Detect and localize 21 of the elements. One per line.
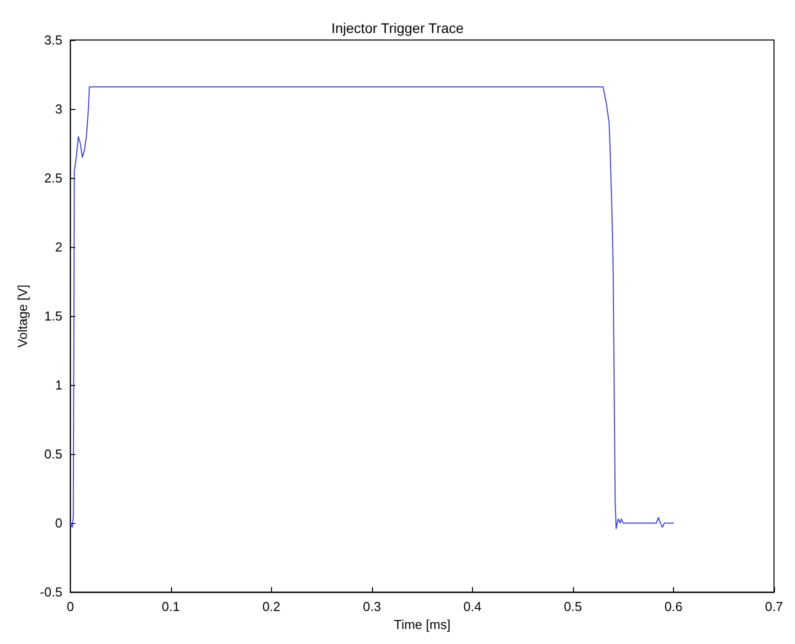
y-tick-label: 3 (55, 102, 62, 117)
x-axis-title: Time [ms] (394, 617, 450, 632)
line-series (70, 86, 674, 530)
x-tick-label: 0.5 (564, 599, 582, 614)
x-tick-label: 0.3 (362, 599, 381, 614)
y-tick-label: 0 (55, 516, 62, 531)
x-tick-label: 0 (66, 599, 74, 614)
x-tick-label: 0.1 (162, 599, 180, 614)
y-tick-label: 2 (55, 240, 62, 255)
x-tick-label: 0.6 (664, 599, 683, 614)
x-tick-label: 0.4 (463, 599, 482, 614)
x-tick-label: 0.2 (262, 599, 280, 614)
y-tick-label: 0.5 (44, 446, 62, 462)
y-axis-title: Voltage [V] (15, 284, 30, 348)
x-tick-label: 0.7 (764, 599, 784, 614)
y-tick-label: 1.5 (44, 308, 62, 324)
chart-title: Injector Trigger Trace (331, 20, 464, 36)
y-tick-label: -0.5 (40, 584, 62, 600)
y-tick-label: 1 (55, 378, 62, 393)
y-tick-label: 2.5 (44, 170, 62, 186)
y-tick-label: 3.5 (44, 32, 62, 48)
